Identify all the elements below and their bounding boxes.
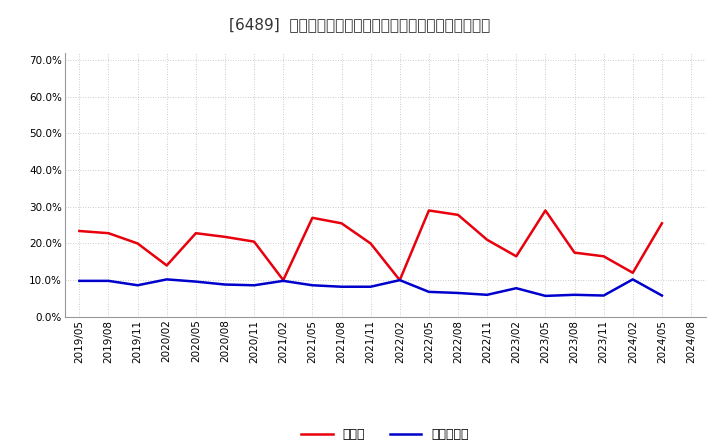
有利子負債 (192, 279, 200, 284)
有利子負債 (250, 282, 258, 288)
現預金 (220, 234, 229, 239)
有利子負債 (512, 286, 521, 291)
Line: 現預金: 現預金 (79, 210, 662, 280)
有利子負債 (395, 278, 404, 283)
有利子負債 (337, 284, 346, 290)
現預金 (657, 221, 666, 226)
有利子負債 (366, 284, 375, 290)
有利子負債 (454, 290, 462, 296)
有利子負債 (483, 292, 492, 297)
現預金 (483, 237, 492, 242)
有利子負債 (163, 277, 171, 282)
現預金 (75, 228, 84, 234)
現預金 (425, 208, 433, 213)
有利子負債 (657, 293, 666, 298)
現預金 (512, 253, 521, 259)
有利子負債 (220, 282, 229, 287)
現預金 (279, 278, 287, 283)
現預金 (308, 215, 317, 220)
有利子負債 (133, 282, 142, 288)
有利子負債 (425, 289, 433, 294)
有利子負債 (570, 292, 579, 297)
有利子負債 (599, 293, 608, 298)
現預金 (570, 250, 579, 255)
有利子負債 (629, 277, 637, 282)
現預金 (192, 231, 200, 236)
現預金 (337, 221, 346, 226)
現預金 (541, 208, 550, 213)
現預金 (133, 241, 142, 246)
有利子負債 (308, 282, 317, 288)
Line: 有利子負債: 有利子負債 (79, 279, 662, 296)
現預金 (250, 239, 258, 244)
現預金 (104, 231, 113, 236)
現預金 (599, 253, 608, 259)
現預金 (395, 278, 404, 283)
Legend: 現預金, 有利子負債: 現預金, 有利子負債 (297, 423, 474, 440)
有利子負債 (541, 293, 550, 298)
現預金 (163, 263, 171, 268)
有利子負債 (75, 278, 84, 283)
現預金 (366, 241, 375, 246)
Text: [6489]  現預金、有利子負債の総資産に対する比率の推移: [6489] 現預金、有利子負債の総資産に対する比率の推移 (230, 18, 490, 33)
有利子負債 (279, 278, 287, 283)
有利子負債 (104, 278, 113, 283)
現預金 (629, 270, 637, 275)
現預金 (454, 212, 462, 217)
